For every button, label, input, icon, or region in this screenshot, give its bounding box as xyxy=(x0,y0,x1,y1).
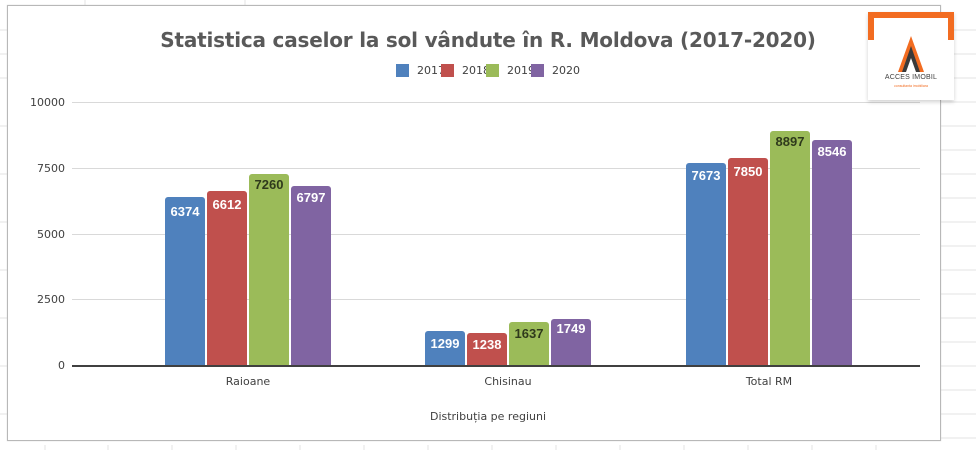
y-tick-0: 0 xyxy=(58,359,65,372)
bar-chisinau-2018[interactable] xyxy=(467,333,507,365)
x-tick-total-rm: Total RM xyxy=(745,375,793,388)
bar-chisinau-2020[interactable] xyxy=(551,319,591,365)
data-label: 8897 xyxy=(775,134,805,149)
bar-raioane-2020[interactable] xyxy=(291,186,331,365)
bar-total-rm-2020[interactable] xyxy=(812,140,852,365)
bar-chisinau-2019[interactable] xyxy=(509,322,549,365)
y-tick-10000: 10000 xyxy=(30,96,65,109)
legend-item-2018[interactable]: 2018 xyxy=(441,64,490,77)
logo-subtitle: consultanta imobiliara xyxy=(894,84,928,88)
legend-label: 2018 xyxy=(462,64,490,77)
logo-a-icon xyxy=(898,36,924,72)
bar-raioane-2019[interactable] xyxy=(249,174,289,365)
gridline-7500 xyxy=(72,168,920,169)
bar-total-rm-2019[interactable] xyxy=(770,131,810,365)
legend-label: 2020 xyxy=(552,64,580,77)
legend-swatch-2017 xyxy=(396,64,409,77)
gridline-5000 xyxy=(72,234,920,235)
bar-raioane-2018[interactable] xyxy=(207,191,247,365)
data-label: 7850 xyxy=(733,164,763,179)
y-tick-5000: 5000 xyxy=(37,228,65,241)
y-tick-7500: 7500 xyxy=(37,162,65,175)
legend-swatch-2019 xyxy=(486,64,499,77)
data-label: 7260 xyxy=(254,177,284,192)
legend-item-2020[interactable]: 2020 xyxy=(531,64,580,77)
data-label: 7673 xyxy=(691,168,721,183)
data-label: 6374 xyxy=(170,204,200,219)
legend-swatch-2020 xyxy=(531,64,544,77)
data-label: 6612 xyxy=(212,197,242,212)
logo-orange-bracket xyxy=(868,12,954,40)
bar-total-rm-2017[interactable] xyxy=(686,163,726,365)
legend-label: 2019 xyxy=(507,64,535,77)
gridline-10000 xyxy=(72,102,920,103)
legend-item-2017[interactable]: 2017 xyxy=(396,64,445,77)
data-label: 6797 xyxy=(296,190,326,205)
data-label: 8546 xyxy=(817,144,847,159)
chart-title: Statistica caselor la sol vândute în R. … xyxy=(160,28,816,52)
data-label: 1299 xyxy=(430,336,460,351)
logo-name: ACCES IMOBIL xyxy=(884,74,938,81)
x-axis-line xyxy=(72,365,920,367)
chart-legend: 2017 2018 2019 2020 xyxy=(0,64,976,77)
y-tick-2500: 2500 xyxy=(37,293,65,306)
legend-item-2019[interactable]: 2019 xyxy=(486,64,535,77)
data-label: 1637 xyxy=(514,326,544,341)
bar-raioane-2017[interactable] xyxy=(165,197,205,365)
x-axis-title: Distribuția pe regiuni xyxy=(429,410,547,423)
data-label: 1238 xyxy=(472,337,502,352)
x-tick-raioane: Raioane xyxy=(225,375,271,388)
legend-label: 2017 xyxy=(417,64,445,77)
bar-chisinau-2017[interactable] xyxy=(425,331,465,365)
acces-imobil-logo: ACCES IMOBIL consultanta imobiliara xyxy=(868,12,954,100)
gridline-2500 xyxy=(72,299,920,300)
data-label: 1749 xyxy=(556,321,586,336)
legend-swatch-2018 xyxy=(441,64,454,77)
bar-total-rm-2018[interactable] xyxy=(728,158,768,365)
x-tick-chisinau: Chisinau xyxy=(484,375,532,388)
